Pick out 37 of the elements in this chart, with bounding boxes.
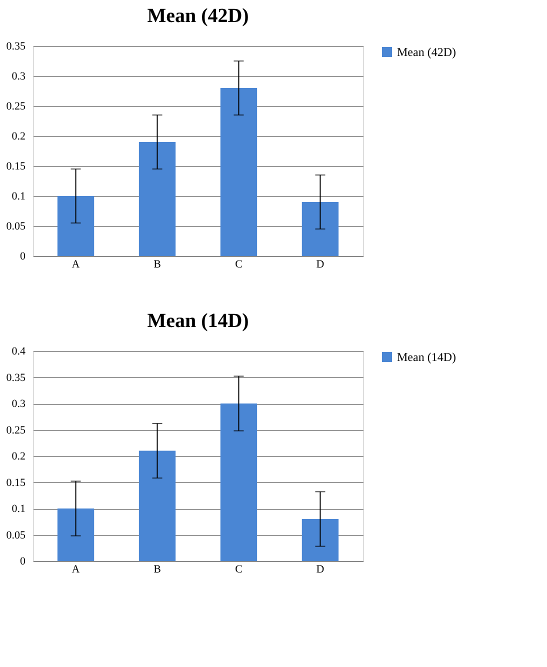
y-tick-label: 0.1: [12, 503, 26, 515]
x-tick-label: D: [316, 564, 324, 576]
y-tick-label: 0.05: [6, 220, 26, 232]
legend-label: Mean (42D): [397, 45, 456, 59]
x-tick-label: C: [235, 258, 242, 270]
bar: [302, 202, 339, 256]
bar: [57, 196, 94, 256]
bar: [138, 142, 176, 256]
x-tick-label: D: [316, 258, 324, 270]
y-tick-label: 0.25: [6, 100, 26, 112]
y-tick-label: 0.25: [6, 424, 26, 436]
y-tick-label: 0: [20, 556, 26, 568]
y-tick-label: 0.2: [12, 450, 26, 462]
x-tick-label: B: [154, 564, 161, 576]
bar: [302, 519, 339, 561]
legend-label: Mean (14D): [397, 350, 456, 364]
y-tick-label: 0.35: [6, 372, 26, 384]
y-tick-label: 0.3: [12, 398, 26, 410]
y-tick-label: 0.15: [6, 476, 26, 489]
chart-title: Mean (42D): [147, 5, 249, 27]
chart-title: Mean (14D): [147, 310, 249, 332]
y-tick-label: 0.1: [12, 190, 26, 202]
x-tick-label: B: [154, 258, 161, 270]
bar: [57, 508, 94, 561]
x-tick-label: A: [72, 564, 80, 576]
y-tick-label: 0.3: [12, 70, 26, 82]
bar: [220, 404, 258, 561]
bar: [138, 450, 176, 561]
y-tick-label: 0: [20, 250, 26, 262]
y-tick-label: 0.15: [6, 160, 26, 172]
bar: [220, 88, 258, 256]
y-tick-label: 0.4: [12, 346, 26, 358]
y-tick-label: 0.2: [12, 130, 26, 142]
x-tick-label: A: [72, 258, 80, 270]
x-tick-label: C: [235, 564, 242, 576]
y-tick-label: 0.35: [6, 40, 26, 52]
y-tick-label: 0.05: [6, 529, 26, 542]
